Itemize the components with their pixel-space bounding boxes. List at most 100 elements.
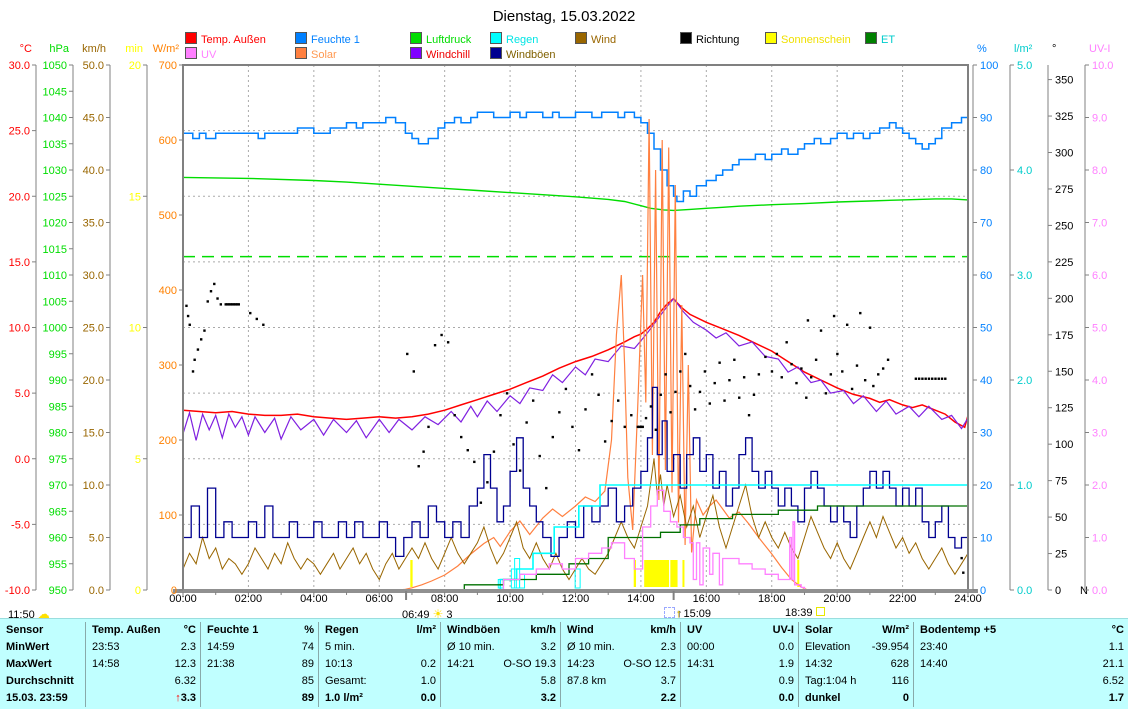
axis-tick-label: 10.0 xyxy=(83,480,104,492)
direction-dot xyxy=(748,414,750,416)
axis-tick-label: 995 xyxy=(49,349,67,361)
series-solar xyxy=(183,119,968,590)
axis-tick-label: 0.0 xyxy=(15,454,30,466)
direction-dot xyxy=(624,426,626,428)
axis-tick-label: 25 xyxy=(1055,549,1067,561)
column-name: Solar xyxy=(805,623,833,638)
axis-tick-label: 3.0 xyxy=(1017,270,1032,282)
axis-tick-label: 30 xyxy=(980,428,992,440)
axis-tick-label: 325 xyxy=(1055,111,1073,123)
weather-station-chart-window: Dienstag, 15.03.2022 Temp. AußenFeuchte … xyxy=(0,0,1128,709)
direction-dot xyxy=(655,429,657,431)
cell-time-label: 21:38 xyxy=(207,657,235,672)
axis-tick-label: 60 xyxy=(980,270,992,282)
direction-dot xyxy=(733,359,735,361)
sunshine-block xyxy=(682,560,684,587)
sunshine-block xyxy=(644,560,669,587)
axis-tick-label: 985 xyxy=(49,401,67,413)
column-unit: km/h xyxy=(530,623,556,638)
axis-tick-label: 175 xyxy=(1055,330,1073,342)
direction-dot xyxy=(924,378,926,380)
cell-value: 2.2 xyxy=(661,691,676,706)
table-cell: dunkel0 xyxy=(798,690,913,707)
direction-dot xyxy=(552,436,554,438)
axis-tick-label: 1040 xyxy=(43,113,67,125)
cell-value: 116 xyxy=(891,674,909,689)
direction-dot xyxy=(743,376,745,378)
x-axis-label: 16:00 xyxy=(686,593,726,605)
table-header-regen: Regenl/m² xyxy=(318,622,440,639)
axis-tick-label: 75 xyxy=(1055,476,1067,488)
axis-tick-label: 6.0 xyxy=(1092,270,1107,282)
table-row-label: MaxWert xyxy=(0,656,85,673)
direction-dot xyxy=(931,378,933,380)
cell-time-label: 14:59 xyxy=(207,640,235,655)
x-axis-label: 10:00 xyxy=(490,593,530,605)
cell-time-label: 1.0 l/m² xyxy=(325,691,363,706)
table-header-sensor: Sensor xyxy=(0,622,85,639)
axis-tick-label: 15.0 xyxy=(83,428,104,440)
direction-dot xyxy=(642,426,644,428)
direction-dot xyxy=(210,290,212,292)
axis-tick-label: 1025 xyxy=(43,191,67,203)
axis-tick-label: 200 xyxy=(1055,293,1073,305)
table-cell: 5.8 xyxy=(440,673,560,690)
direction-dot xyxy=(938,378,940,380)
direction-dot xyxy=(714,382,716,384)
cell-value: 0.9 xyxy=(779,674,794,689)
table-cell: 23:401.1 xyxy=(913,639,1128,656)
direction-dot xyxy=(694,408,696,410)
axis-tick-label: 970 xyxy=(49,480,67,492)
cell-value: 3.7 xyxy=(661,674,676,689)
axis-tick-label: 0.0 xyxy=(1017,585,1032,597)
direction-dot xyxy=(238,303,240,305)
x-axis-label: 02:00 xyxy=(228,593,268,605)
direction-dot xyxy=(418,465,420,467)
table-cell: 14:32628 xyxy=(798,656,913,673)
direction-dot xyxy=(207,300,209,302)
direction-dot xyxy=(718,362,720,364)
cell-time-label: 87.8 km xyxy=(567,674,606,689)
axis-tick-label: 1050 xyxy=(43,60,67,72)
statistics-table: SensorTemp. Außen°CFeuchte 1%Regenl/m²Wi… xyxy=(0,618,1128,709)
axis-tick-label: 600 xyxy=(159,135,177,147)
direction-dot xyxy=(480,502,482,504)
table-cell: 1.7 xyxy=(913,690,1128,707)
axis-tick-label: 7.0 xyxy=(1092,218,1107,230)
axis-unit-label: l/m² xyxy=(1014,43,1033,55)
x-axis-label: 06:00 xyxy=(359,593,399,605)
axis-tick-label: 15.0 xyxy=(9,257,30,269)
cell-time-label: 14:40 xyxy=(920,657,948,672)
axis-unit-label: hPa xyxy=(49,43,69,55)
table-cell: 3.2 xyxy=(440,690,560,707)
axis-tick-label: 20.0 xyxy=(9,191,30,203)
cell-value: 2.3 xyxy=(181,640,196,655)
direction-dot xyxy=(203,329,205,331)
cell-time-label: 23:53 xyxy=(92,640,120,655)
sunshine-block xyxy=(797,560,799,587)
axis-tick-label: 100 xyxy=(159,510,177,522)
axis-tick-label: 30.0 xyxy=(83,270,104,282)
table-cell: 1.0 l/m²0.0 xyxy=(318,690,440,707)
axis-tick-label: 15 xyxy=(129,191,141,203)
axis-tick-label: 100 xyxy=(980,60,998,72)
cell-time-label: 14:23 xyxy=(567,657,595,672)
cell-time-label: Gesamt: xyxy=(325,674,367,689)
cell-value: 6.52 xyxy=(1103,674,1124,689)
axis-tick-label: 990 xyxy=(49,375,67,387)
table-cell: 14:4021.1 xyxy=(913,656,1128,673)
direction-dot xyxy=(836,353,838,355)
axis-tick-label: 250 xyxy=(1055,220,1073,232)
direction-dot xyxy=(851,388,853,390)
direction-dot xyxy=(499,414,501,416)
axis-tick-label: 40.0 xyxy=(83,165,104,177)
axis-tick-label: 9.0 xyxy=(1092,113,1107,125)
direction-dot xyxy=(915,378,917,380)
axis-tick-label: 25.0 xyxy=(9,126,30,138)
direction-dot xyxy=(859,312,861,314)
column-name: UV xyxy=(687,623,702,638)
direction-dot xyxy=(519,469,521,471)
direction-dot xyxy=(262,324,264,326)
direction-dot xyxy=(422,450,424,452)
direction-dot xyxy=(630,414,632,416)
